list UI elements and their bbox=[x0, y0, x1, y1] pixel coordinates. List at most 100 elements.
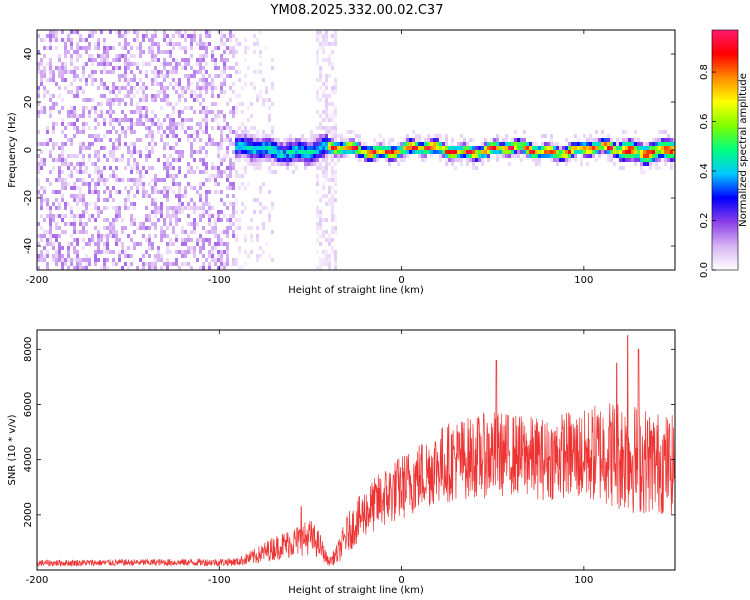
heatmap-cell bbox=[196, 206, 199, 210]
heatmap-cell bbox=[199, 250, 202, 254]
heatmap-cell bbox=[574, 158, 577, 162]
heatmap-cell bbox=[559, 146, 562, 150]
heatmap-cell bbox=[94, 190, 97, 194]
heatmap-cell bbox=[160, 126, 163, 130]
heatmap-cell bbox=[271, 134, 274, 138]
heatmap-cell bbox=[139, 98, 142, 102]
heatmap-cell bbox=[43, 54, 46, 58]
heatmap-cell bbox=[535, 146, 538, 150]
heatmap-cell bbox=[211, 174, 214, 178]
heatmap-cell bbox=[637, 154, 640, 158]
heatmap-cell bbox=[316, 154, 319, 158]
heatmap-cell bbox=[187, 82, 190, 86]
heatmap-cell bbox=[154, 262, 157, 266]
heatmap-cell bbox=[124, 42, 127, 46]
heatmap-cell bbox=[55, 238, 58, 242]
heatmap-cell bbox=[85, 38, 88, 42]
heatmap-cell bbox=[115, 218, 118, 222]
heatmap-cell bbox=[175, 58, 178, 62]
heatmap-cell bbox=[64, 158, 67, 162]
heatmap-cell bbox=[97, 206, 100, 210]
heatmap-cell bbox=[544, 146, 547, 150]
heatmap-cell bbox=[199, 54, 202, 58]
heatmap-cell bbox=[664, 154, 667, 158]
heatmap-cell bbox=[106, 50, 109, 54]
heatmap-cell bbox=[115, 262, 118, 266]
heatmap-cell bbox=[172, 206, 175, 210]
heatmap-cell bbox=[154, 142, 157, 146]
heatmap-cell bbox=[532, 158, 535, 162]
heatmap-cell bbox=[457, 142, 460, 146]
heatmap-cell bbox=[148, 182, 151, 186]
heatmap-cell bbox=[118, 122, 121, 126]
heatmap-cell bbox=[223, 230, 226, 234]
heatmap-cell bbox=[622, 138, 625, 142]
heatmap-cell bbox=[454, 146, 457, 150]
heatmap-cell bbox=[250, 162, 253, 166]
heatmap-cell bbox=[172, 42, 175, 46]
heatmap-cell bbox=[232, 114, 235, 118]
heatmap-cell bbox=[415, 134, 418, 138]
heatmap-cell bbox=[37, 190, 40, 194]
heatmap-cell bbox=[121, 154, 124, 158]
heatmap-cell bbox=[577, 138, 580, 142]
heatmap-cell bbox=[373, 158, 376, 162]
heatmap-cell bbox=[67, 110, 70, 114]
heatmap-cell bbox=[187, 86, 190, 90]
heatmap-cell bbox=[247, 150, 250, 154]
heatmap-cell bbox=[487, 146, 490, 150]
heatmap-cell bbox=[316, 50, 319, 54]
heatmap-cell bbox=[589, 154, 592, 158]
heatmap-cell bbox=[220, 70, 223, 74]
heatmap-cell bbox=[184, 86, 187, 90]
heatmap-cell bbox=[70, 262, 73, 266]
heatmap-cell bbox=[268, 134, 271, 138]
heatmap-cell bbox=[259, 30, 262, 34]
heatmap-cell bbox=[649, 166, 652, 170]
heatmap-cell bbox=[124, 250, 127, 254]
heatmap-cell bbox=[193, 218, 196, 222]
heatmap-cell bbox=[139, 150, 142, 154]
heatmap-cell bbox=[103, 94, 106, 98]
heatmap-cell bbox=[64, 262, 67, 266]
heatmap-cell bbox=[169, 102, 172, 106]
heatmap-cell bbox=[217, 190, 220, 194]
heatmap-cell bbox=[55, 66, 58, 70]
heatmap-cell bbox=[499, 154, 502, 158]
colorbar-tick-label: 0.8 bbox=[699, 64, 710, 80]
heatmap-cell bbox=[319, 138, 322, 142]
heatmap-cell bbox=[163, 30, 166, 34]
heatmap-cell bbox=[46, 198, 49, 202]
heatmap-cell bbox=[241, 130, 244, 134]
heatmap-cell bbox=[331, 150, 334, 154]
heatmap-cell bbox=[229, 202, 232, 206]
heatmap-cell bbox=[64, 46, 67, 50]
heatmap-cell bbox=[121, 158, 124, 162]
heatmap-cell bbox=[118, 254, 121, 258]
heatmap-cell bbox=[154, 206, 157, 210]
heatmap-cell bbox=[178, 138, 181, 142]
heatmap-cell bbox=[124, 94, 127, 98]
heatmap-cell bbox=[325, 238, 328, 242]
heatmap-cell bbox=[625, 130, 628, 134]
heatmap-cell bbox=[142, 194, 145, 198]
heatmap-cell bbox=[136, 150, 139, 154]
heatmap-cell bbox=[634, 130, 637, 134]
heatmap-cell bbox=[151, 178, 154, 182]
heatmap-cell bbox=[469, 154, 472, 158]
heatmap-cell bbox=[73, 258, 76, 262]
heatmap-cell bbox=[67, 138, 70, 142]
heatmap-cell bbox=[298, 146, 301, 150]
heatmap-cell bbox=[253, 34, 256, 38]
heatmap-cell bbox=[538, 146, 541, 150]
heatmap-cell bbox=[85, 62, 88, 66]
heatmap-cell bbox=[667, 138, 670, 142]
heatmap-cell bbox=[658, 166, 661, 170]
heatmap-cell bbox=[325, 262, 328, 266]
heatmap-cell bbox=[112, 98, 115, 102]
heatmap-cell bbox=[331, 50, 334, 54]
heatmap-cell bbox=[661, 142, 664, 146]
heatmap-cell bbox=[115, 234, 118, 238]
heatmap-cell bbox=[64, 78, 67, 82]
heatmap-cell bbox=[262, 146, 265, 150]
